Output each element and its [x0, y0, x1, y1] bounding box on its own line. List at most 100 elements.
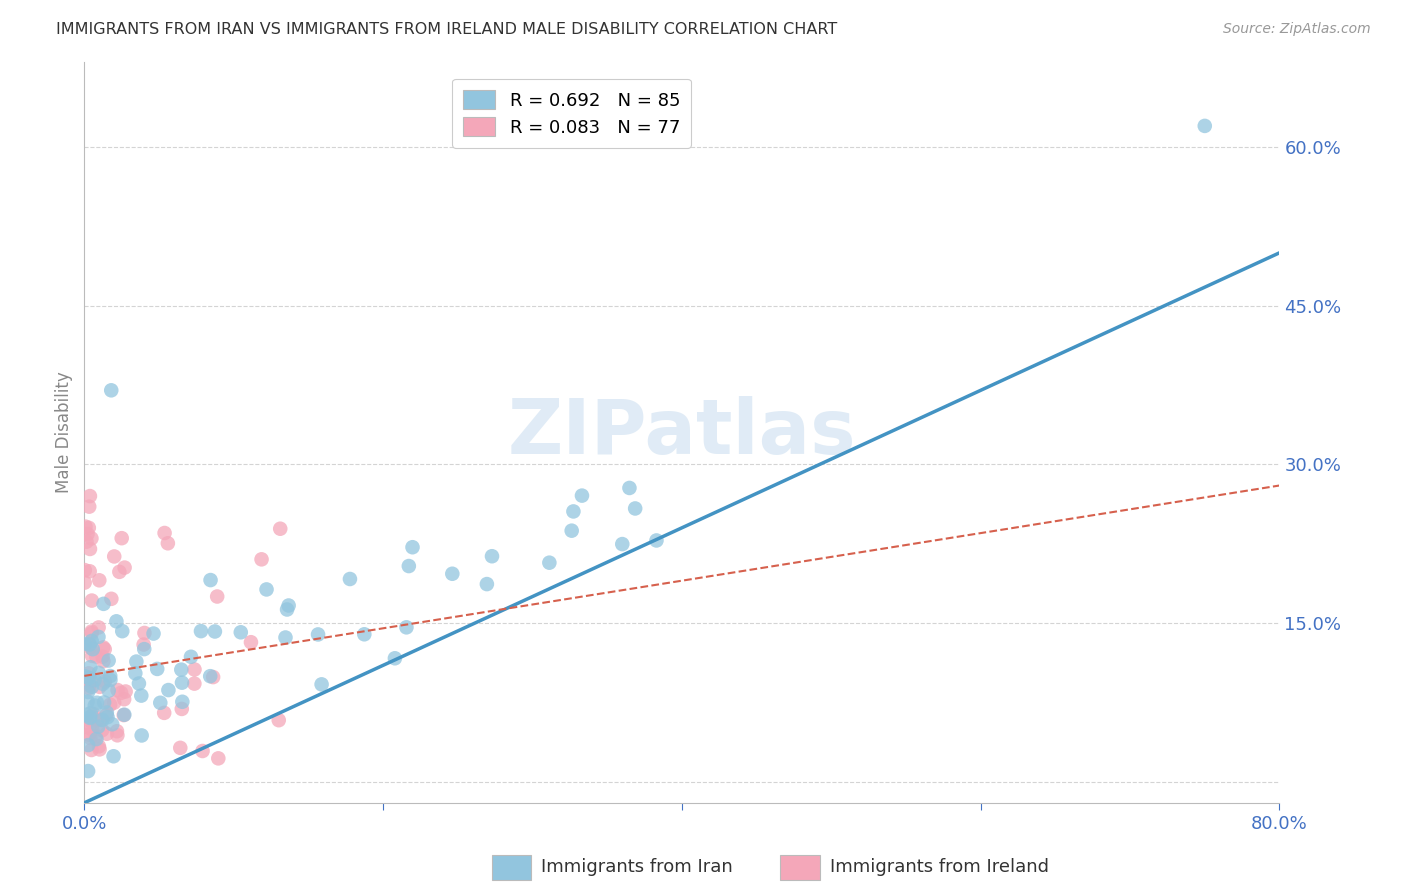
Point [105, 615, 128, 629]
Point [91, 723, 114, 738]
Point [84, 729, 107, 743]
Point [103, 749, 125, 764]
Point [77, 685, 100, 699]
Point [204, 624, 226, 639]
Point [77, 500, 100, 514]
Point [205, 590, 228, 604]
Y-axis label: Male Disability: Male Disability [55, 372, 73, 493]
Point [311, 677, 333, 691]
Point [80, 743, 103, 757]
Point [73, 637, 96, 651]
Text: Source: ZipAtlas.com: Source: ZipAtlas.com [1223, 22, 1371, 37]
Point [128, 676, 150, 690]
Point [80, 673, 103, 688]
Point [79, 541, 101, 556]
Point [79, 489, 101, 503]
Point [80, 634, 103, 648]
Point [83, 673, 105, 687]
Point [83, 698, 105, 713]
Point [79, 714, 101, 728]
Point [134, 642, 156, 657]
Point [269, 522, 291, 536]
Point [91, 713, 114, 727]
Point [79, 710, 101, 724]
Point [274, 631, 297, 645]
Legend: R = 0.692   N = 85, R = 0.083   N = 77: R = 0.692 N = 85, R = 0.083 N = 77 [451, 78, 690, 147]
Point [89, 680, 111, 694]
Point [87, 620, 110, 634]
Point [93, 642, 115, 657]
Point [80, 626, 103, 640]
Point [79, 731, 101, 745]
Point [339, 572, 361, 586]
Point [89, 574, 111, 588]
Point [79, 711, 101, 725]
Point [73, 669, 96, 683]
Point [571, 489, 593, 503]
Point [80, 624, 103, 639]
Point [114, 560, 136, 574]
Point [125, 655, 148, 669]
Point [619, 481, 641, 495]
Point [86, 696, 108, 710]
Point [624, 501, 647, 516]
Point [77, 721, 100, 735]
Point [76, 534, 98, 549]
Point [82, 648, 104, 663]
Point [91, 640, 114, 655]
Point [191, 744, 214, 758]
Point [612, 537, 634, 551]
Point [156, 536, 179, 550]
Point [86, 649, 108, 664]
Point [79, 660, 101, 674]
Point [82, 710, 104, 724]
Point [100, 591, 122, 606]
Text: Immigrants from Ireland: Immigrants from Ireland [830, 858, 1049, 876]
Point [129, 689, 152, 703]
Point [1194, 119, 1216, 133]
Point [384, 651, 406, 665]
Point [103, 696, 125, 710]
Point [79, 640, 101, 655]
Point [91, 677, 114, 691]
Point [79, 671, 101, 685]
Point [149, 696, 172, 710]
Point [475, 577, 498, 591]
Point [80, 532, 103, 546]
Point [202, 670, 225, 684]
Point [76, 671, 98, 685]
Text: IMMIGRANTS FROM IRAN VS IMMIGRANTS FROM IRELAND MALE DISABILITY CORRELATION CHAR: IMMIGRANTS FROM IRAN VS IMMIGRANTS FROM … [56, 22, 838, 37]
Point [112, 707, 135, 722]
Point [75, 519, 97, 533]
Point [76, 527, 98, 541]
Point [87, 630, 110, 644]
Point [353, 627, 375, 641]
Point [276, 602, 298, 616]
Point [96, 706, 118, 720]
Point [239, 635, 262, 649]
Point [76, 695, 98, 709]
Point [112, 692, 135, 706]
Point [93, 654, 115, 668]
Point [96, 707, 118, 722]
Point [80, 723, 103, 737]
Point [183, 676, 205, 690]
Point [93, 597, 115, 611]
Point [153, 526, 176, 541]
Point [77, 681, 100, 695]
Point [132, 638, 155, 652]
Point [77, 728, 100, 742]
Point [101, 717, 124, 731]
Point [79, 564, 101, 578]
Point [98, 669, 121, 683]
Point [538, 556, 561, 570]
Point [89, 742, 111, 756]
Point [200, 669, 222, 683]
Point [561, 524, 583, 538]
Point [395, 620, 418, 634]
Point [79, 637, 101, 651]
Point [110, 686, 132, 700]
Point [103, 549, 125, 564]
Point [96, 727, 118, 741]
Point [90, 713, 112, 727]
